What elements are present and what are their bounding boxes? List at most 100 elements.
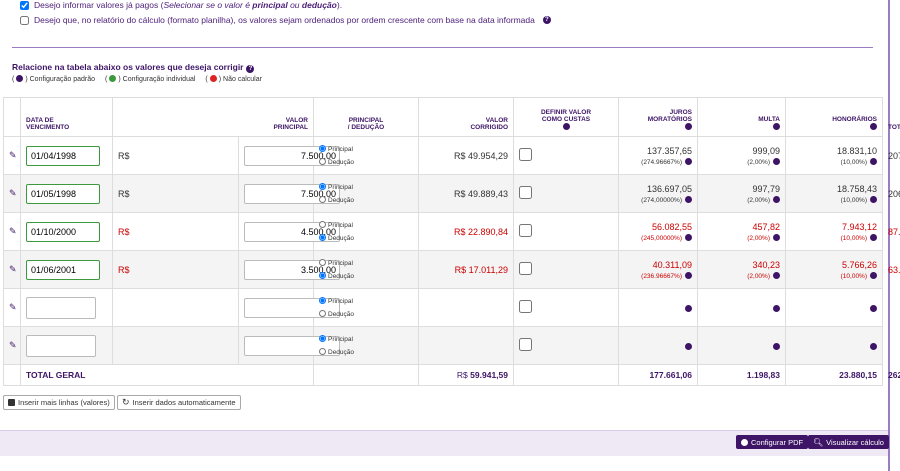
radio-label: Dedução bbox=[328, 348, 355, 356]
date-input[interactable] bbox=[26, 145, 100, 166]
header-line: DEFINIR VALOR bbox=[540, 109, 592, 116]
help-icon[interactable]: ? bbox=[246, 65, 255, 73]
custas-checkbox[interactable] bbox=[519, 224, 532, 237]
date-input[interactable] bbox=[26, 259, 100, 280]
option[interactable]: Desejo que, no relatório do cálculo (for… bbox=[20, 15, 551, 25]
custas-checkbox[interactable] bbox=[519, 148, 532, 161]
header-cell: HONORÁRIOS bbox=[785, 97, 883, 137]
cell: TOTAL GERAL bbox=[20, 364, 314, 386]
custas-checkbox[interactable] bbox=[519, 338, 532, 351]
custas-checkbox[interactable] bbox=[519, 300, 532, 313]
cell: R$ bbox=[112, 136, 239, 175]
corrected: R$ 22.890,84 bbox=[453, 226, 508, 237]
add-rows-button[interactable]: Inserir mais linhas (valores) bbox=[3, 395, 115, 410]
section-title: Relacione na tabela abaixo os valores qu… bbox=[12, 62, 255, 73]
radio-option[interactable]: Dedução bbox=[319, 195, 354, 204]
label-part: ). bbox=[336, 0, 343, 10]
cell bbox=[313, 364, 419, 386]
radio[interactable] bbox=[319, 334, 326, 342]
header-row: DATA DE VENCIMENTO VALOR PRINCIPAL PRINCIPAL… bbox=[3, 97, 900, 137]
date-input[interactable] bbox=[26, 221, 100, 242]
radio-label: Principal bbox=[328, 335, 353, 343]
checkbox[interactable] bbox=[20, 0, 29, 10]
radio-option[interactable]: Dedução bbox=[319, 347, 355, 356]
principal-input[interactable] bbox=[244, 335, 340, 356]
radio-option[interactable]: Principal bbox=[319, 182, 353, 191]
legend-text: Configuração padrão bbox=[29, 76, 96, 83]
view-button[interactable]: 🔍︎ Visualizar cálculo bbox=[808, 435, 889, 449]
table-row: ✎ Principal Dedução bbox=[3, 288, 883, 327]
cell: Principal Dedução bbox=[313, 174, 419, 213]
radio-option[interactable]: Principal bbox=[319, 296, 353, 305]
header-line: MORATÓRIOS bbox=[647, 116, 692, 123]
button-text: Configurar PDF bbox=[751, 437, 804, 447]
radio-option[interactable]: Principal bbox=[319, 334, 353, 343]
radio-option[interactable]: Dedução bbox=[319, 233, 355, 242]
total-juros: 177.661,06 bbox=[649, 370, 692, 380]
principal-input[interactable] bbox=[244, 259, 340, 280]
table-row: ✎ Principal Dedução bbox=[3, 326, 883, 365]
radio-label: Principal bbox=[328, 259, 353, 267]
cell bbox=[20, 212, 113, 251]
cell bbox=[3, 364, 21, 386]
radio[interactable] bbox=[319, 233, 326, 241]
option-label: Desejo informar valores já pagos (Seleci… bbox=[34, 0, 342, 10]
value: 56.082,55 bbox=[651, 221, 692, 232]
radio-option[interactable]: Dedução bbox=[319, 157, 354, 166]
help-icon[interactable]: ? bbox=[542, 16, 551, 24]
date-input[interactable] bbox=[26, 183, 100, 204]
radio[interactable] bbox=[319, 157, 326, 165]
value: 137.357,65 bbox=[646, 145, 692, 156]
currency: R$ bbox=[118, 226, 130, 237]
legend-item: () Configuração padrão bbox=[12, 75, 96, 83]
cell: Principal Dedução bbox=[313, 212, 419, 251]
radio[interactable] bbox=[319, 182, 326, 190]
header-line: VENCIMENTO bbox=[26, 124, 70, 131]
principal-input[interactable] bbox=[244, 145, 340, 166]
cell: 457,82 (2,00%) bbox=[697, 212, 786, 251]
radio[interactable] bbox=[319, 220, 326, 228]
pdf-button[interactable]: Configurar PDF bbox=[736, 435, 809, 449]
date-input[interactable] bbox=[26, 334, 96, 357]
radio[interactable] bbox=[319, 258, 326, 266]
radio[interactable] bbox=[319, 296, 326, 304]
cell bbox=[238, 250, 340, 289]
radio-option[interactable]: Dedução bbox=[319, 271, 354, 280]
checkbox[interactable] bbox=[20, 15, 29, 25]
rate: (10,00%) bbox=[840, 234, 867, 242]
radio-option[interactable]: Principal bbox=[319, 258, 353, 267]
date-input[interactable] bbox=[26, 296, 96, 319]
custas-checkbox[interactable] bbox=[519, 186, 532, 199]
radio[interactable] bbox=[319, 347, 326, 355]
radio-label: Dedução bbox=[328, 234, 355, 242]
rate: (245,00000%) bbox=[641, 234, 682, 242]
cell: 1.198,83 bbox=[697, 364, 786, 386]
option[interactable]: Desejo informar valores já pagos (Seleci… bbox=[20, 0, 342, 10]
principal-input[interactable] bbox=[244, 183, 340, 204]
header-line: CORRIGIDO bbox=[470, 124, 508, 131]
header-cell: VALOR PRINCIPAL bbox=[112, 97, 314, 137]
radio-option[interactable]: Principal bbox=[319, 144, 353, 153]
radio[interactable] bbox=[319, 195, 326, 203]
principal-input[interactable] bbox=[244, 221, 340, 242]
rate: (2,00%) bbox=[747, 234, 770, 242]
totals-row: TOTAL GERAL R$ 59.941,59 177.661,06 1.198,8… bbox=[3, 364, 900, 386]
auto-fill-button[interactable]: ↻ Inserir dados automaticamente bbox=[117, 395, 241, 410]
total: 207.142,13 bbox=[888, 150, 900, 161]
divider bbox=[12, 47, 873, 48]
radio[interactable] bbox=[319, 271, 326, 279]
radio-option[interactable]: Principal bbox=[319, 220, 353, 229]
radio[interactable] bbox=[319, 309, 326, 317]
header-cell: DEFINIR VALOR COMO CUSTAS bbox=[513, 97, 619, 137]
rate: (10,00%) bbox=[840, 272, 867, 280]
cell: 18.758,43 (10,00%) bbox=[785, 174, 883, 213]
radio[interactable] bbox=[319, 144, 326, 152]
value: 5.766,26 bbox=[841, 259, 877, 270]
custas-checkbox[interactable] bbox=[519, 262, 532, 275]
corrected: R$ 17.011,29 bbox=[454, 264, 508, 275]
cell: R$ 59.941,59 bbox=[418, 364, 514, 386]
radio-option[interactable]: Dedução bbox=[319, 309, 354, 318]
cell: Principal Dedução bbox=[313, 136, 419, 175]
